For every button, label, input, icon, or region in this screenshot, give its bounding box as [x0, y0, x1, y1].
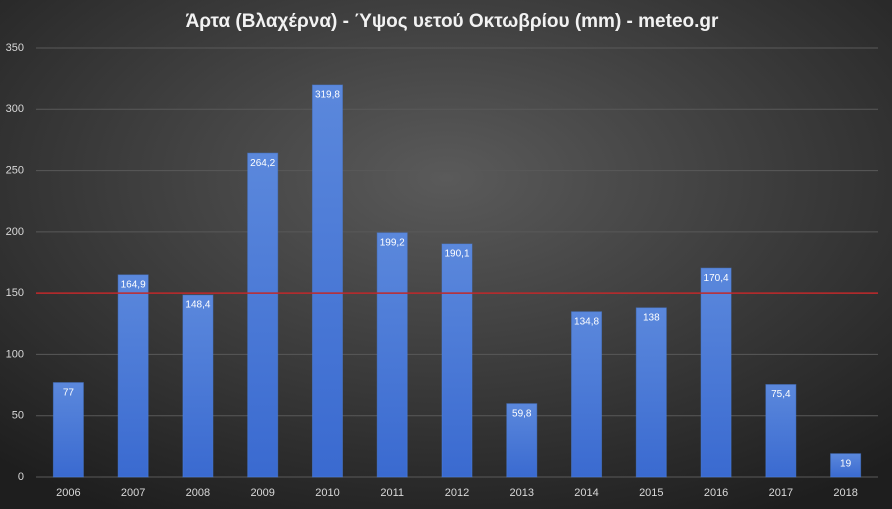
x-tick-label: 2016	[704, 487, 728, 499]
value-label: 59,8	[512, 408, 532, 419]
value-label: 199,2	[380, 237, 405, 248]
x-tick-label: 2018	[833, 487, 857, 499]
bar	[441, 243, 473, 478]
chart-title: Άρτα (Βλαχέρνα) - Ύψος υετού Οκτωβρίου (…	[186, 11, 719, 32]
y-tick-label: 50	[12, 410, 24, 422]
bar	[311, 84, 343, 478]
value-label: 264,2	[250, 158, 275, 169]
y-tick-label: 250	[6, 164, 24, 176]
value-label: 138	[643, 312, 660, 323]
value-label: 134,8	[574, 316, 599, 327]
x-tick-label: 2006	[56, 487, 80, 499]
bar	[765, 384, 797, 478]
y-tick-label: 150	[6, 287, 24, 299]
value-label: 164,9	[121, 280, 146, 291]
value-label: 170,4	[704, 273, 729, 284]
bar	[247, 152, 279, 478]
bar	[635, 307, 667, 478]
x-tick-label: 2013	[510, 487, 534, 499]
bar	[830, 453, 862, 478]
y-tick-label: 300	[6, 103, 24, 115]
x-tick-label: 2009	[250, 487, 274, 499]
y-tick-label: 100	[6, 348, 24, 360]
x-tick-label: 2011	[380, 487, 404, 499]
y-tick-label: 200	[6, 226, 24, 238]
value-label: 77	[63, 387, 75, 398]
bar	[52, 382, 84, 478]
bar	[117, 274, 149, 478]
bar	[571, 311, 603, 478]
y-tick-label: 350	[6, 42, 24, 54]
value-label: 319,8	[315, 90, 340, 101]
bar	[376, 232, 408, 478]
value-label: 148,4	[185, 300, 210, 311]
value-label: 190,1	[444, 249, 469, 260]
x-tick-label: 2008	[186, 487, 210, 499]
bar	[182, 294, 214, 478]
value-label: 19	[840, 458, 852, 469]
x-tick-label: 2012	[445, 487, 469, 499]
x-tick-label: 2010	[315, 487, 339, 499]
value-label: 75,4	[771, 389, 791, 400]
bar	[700, 267, 732, 478]
bar	[506, 403, 538, 478]
x-tick-label: 2007	[121, 487, 145, 499]
x-tick-label: 2017	[769, 487, 793, 499]
y-tick-label: 0	[18, 471, 24, 483]
x-tick-label: 2015	[639, 487, 663, 499]
x-tick-label: 2014	[574, 487, 598, 499]
